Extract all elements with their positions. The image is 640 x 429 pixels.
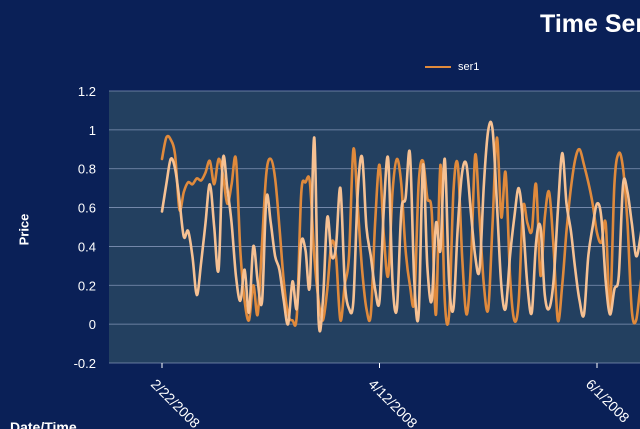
y-tick-label-6: 1: [89, 123, 96, 138]
x-tick-label-1: 4/12/2008: [365, 376, 421, 429]
y-tick-label-1: 0: [89, 317, 96, 332]
chart-title: Time Ser: [540, 10, 640, 38]
y-tick-label-2: 0.2: [78, 278, 96, 293]
series-line-0: [160, 134, 640, 327]
legend: ser1: [425, 61, 479, 73]
x-axis-label: Date/Time: [10, 419, 77, 429]
y-tick-label-3: 0.4: [78, 239, 96, 254]
x-tick-label-0: 2/22/2008: [148, 376, 204, 429]
legend-swatch-ser1: [425, 66, 451, 68]
x-tick-label-2: 6/1/2008: [583, 376, 633, 426]
series-line-1: [160, 120, 640, 333]
y-tick-label-4: 0.6: [78, 201, 96, 216]
legend-label-ser1: ser1: [458, 61, 480, 73]
y-tick-label-7: 1.2: [78, 84, 96, 99]
y-tick-label-5: 0.8: [78, 162, 96, 177]
y-tick-label-0: -0.2: [74, 356, 96, 371]
